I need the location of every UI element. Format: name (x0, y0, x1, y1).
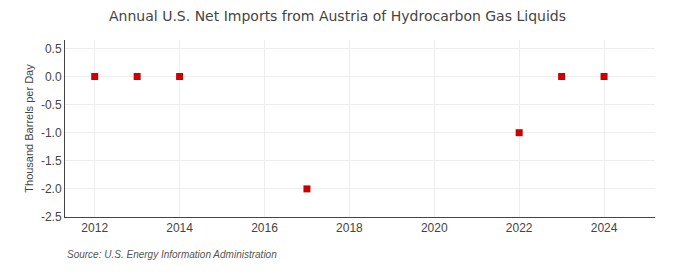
svg-text:Thousand Barrels per Day: Thousand Barrels per Day (23, 64, 35, 193)
svg-text:2022: 2022 (506, 221, 533, 235)
svg-text:2012: 2012 (81, 221, 108, 235)
svg-text:2018: 2018 (336, 221, 363, 235)
svg-text:Annual U.S. Net Imports from A: Annual U.S. Net Imports from Austria of … (109, 8, 566, 24)
svg-text:0.0: 0.0 (45, 70, 62, 84)
svg-text:2024: 2024 (591, 221, 618, 235)
svg-text:0.5: 0.5 (45, 42, 62, 56)
svg-text:Source: U.S. Energy Informatio: Source: U.S. Energy Information Administ… (67, 249, 277, 260)
svg-text:-0.5: -0.5 (41, 98, 62, 112)
svg-text:2016: 2016 (251, 221, 278, 235)
svg-text:2020: 2020 (421, 221, 448, 235)
svg-text:-1.0: -1.0 (41, 126, 62, 140)
svg-text:-2.5: -2.5 (41, 210, 62, 224)
svg-text:-2.0: -2.0 (41, 182, 62, 196)
svg-text:-1.5: -1.5 (41, 154, 62, 168)
svg-text:2014: 2014 (166, 221, 193, 235)
